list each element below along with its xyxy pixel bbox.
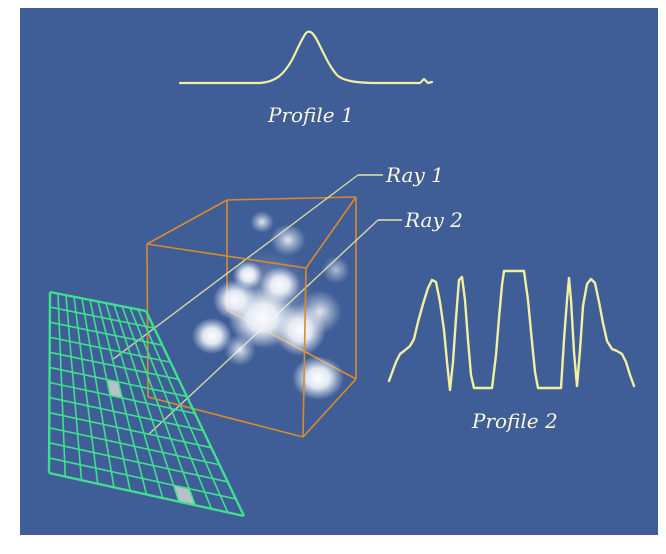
grid-row-line: [48, 442, 228, 483]
grid-row-line: [49, 306, 155, 329]
profile-1-curve: [178, 30, 434, 85]
profile-1-label: Profile 1: [267, 103, 354, 127]
grid-row-line: [49, 366, 187, 398]
volume-blobs: [192, 211, 350, 400]
grid-row-line: [48, 457, 237, 500]
ray-1-label: Ray 1: [385, 163, 444, 187]
ray-2-label: Ray 2: [404, 208, 463, 232]
grid-row-line: [49, 381, 196, 415]
grid-row-line: [49, 426, 220, 466]
grid-row-line: [49, 396, 204, 432]
grid-row-line: [49, 351, 179, 381]
profile-2-curve: [387, 269, 636, 392]
grid-row-line: [48, 471, 245, 518]
profile-2-label: Profile 2: [471, 409, 558, 433]
image-plane-grid: [47, 290, 246, 518]
volume-box-front: [146, 196, 357, 438]
grid-row-line: [49, 411, 212, 449]
grid-row-line: [49, 321, 163, 346]
grid-row-line: [49, 336, 171, 364]
grid-row-line: [49, 290, 147, 313]
